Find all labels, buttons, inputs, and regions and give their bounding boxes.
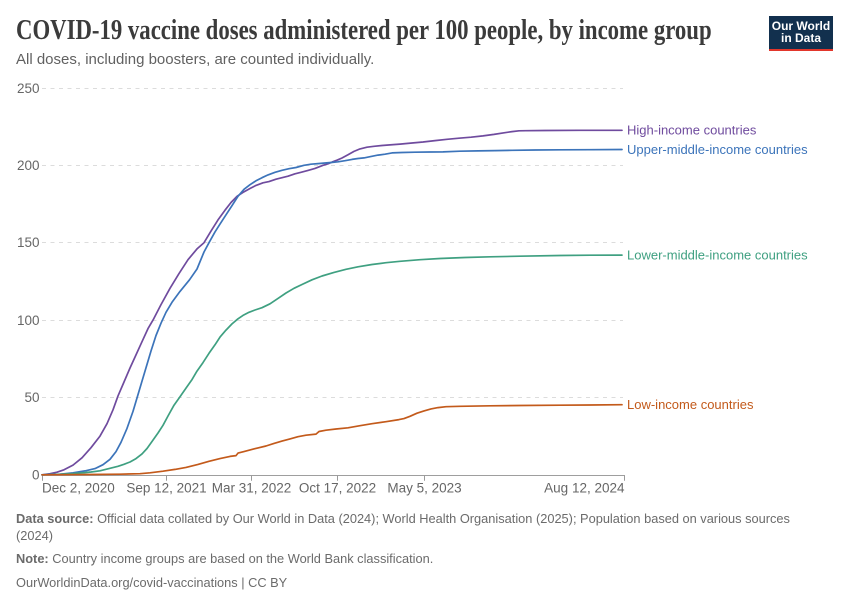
svg-text:150: 150 [17, 235, 40, 250]
svg-text:Aug 12, 2024: Aug 12, 2024 [544, 481, 625, 496]
svg-text:Upper-middle-income countries: Upper-middle-income countries [627, 142, 808, 157]
svg-text:Low-income countries: Low-income countries [627, 397, 754, 412]
svg-text:200: 200 [17, 158, 40, 173]
svg-text:Lower-middle-income countries: Lower-middle-income countries [627, 248, 808, 263]
svg-text:High-income countries: High-income countries [627, 122, 757, 137]
svg-text:250: 250 [17, 81, 40, 96]
svg-text:100: 100 [17, 313, 40, 328]
svg-text:Oct 17, 2022: Oct 17, 2022 [299, 481, 376, 496]
svg-text:50: 50 [24, 390, 39, 405]
svg-text:Sep 12, 2021: Sep 12, 2021 [126, 481, 206, 496]
svg-text:Mar 31, 2022: Mar 31, 2022 [212, 481, 292, 496]
svg-text:0: 0 [32, 467, 40, 482]
svg-text:May 5, 2023: May 5, 2023 [387, 481, 461, 496]
svg-text:Dec 2, 2020: Dec 2, 2020 [42, 481, 115, 496]
